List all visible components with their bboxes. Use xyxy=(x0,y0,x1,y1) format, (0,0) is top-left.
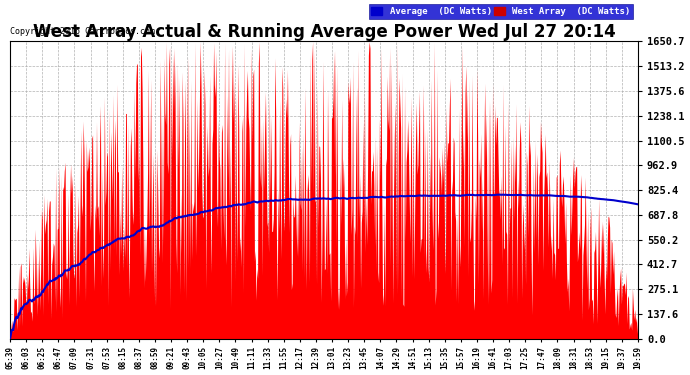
Title: West Array Actual & Running Average Power Wed Jul 27 20:14: West Array Actual & Running Average Powe… xyxy=(32,24,615,42)
Text: Copyright 2016 Cartronics.com: Copyright 2016 Cartronics.com xyxy=(10,27,155,36)
Legend: Average  (DC Watts), West Array  (DC Watts): Average (DC Watts), West Array (DC Watts… xyxy=(368,4,633,19)
